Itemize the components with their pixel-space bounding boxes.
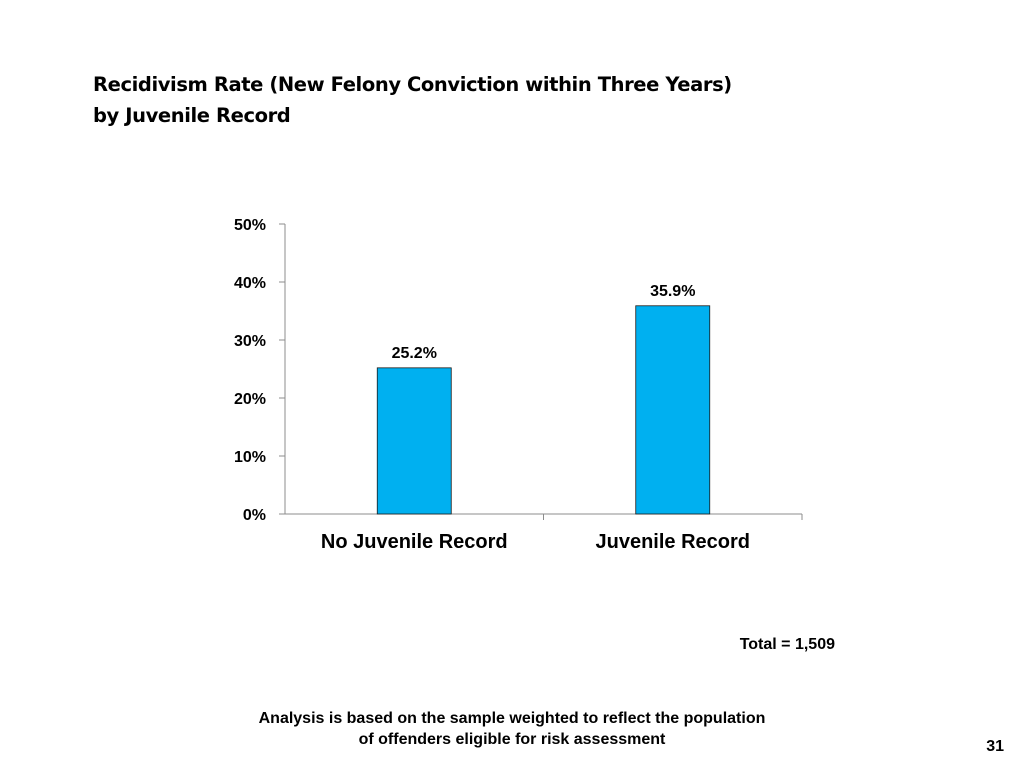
page-number: 31 [986,738,1004,755]
title-line-1: Recidivism Rate (New Felony Conviction w… [93,73,732,96]
footnote: Analysis is based on the sample weighted… [200,708,824,750]
y-tick-label: 20% [234,391,266,408]
bar-chart: 0% 10% 20% 30% 40% 50% 25.2% No Juvenile Record… [234,217,803,553]
x-tick-label: No Juvenile Record [321,531,508,553]
title-line-2: by Juvenile Record [93,104,291,127]
bar-value-label: 25.2% [392,345,437,362]
page-title: Recidivism Rate (New Felony Conviction w… [93,69,853,131]
y-tick-label: 30% [234,333,266,350]
y-tick-label: 10% [234,449,266,466]
footnote-line-1: Analysis is based on the sample weighted… [258,710,766,727]
total-note: Total = 1,509 [739,636,835,653]
bar [635,305,711,515]
x-tick-label: Juvenile Record [595,531,750,553]
y-tick-label: 0% [243,507,266,524]
y-tick-label: 50% [234,217,266,234]
footnote-line-2: of offenders eligible for risk assessmen… [358,731,666,748]
bar [376,367,452,515]
bar-value-label: 35.9% [650,283,695,300]
y-tick-label: 40% [234,275,266,292]
